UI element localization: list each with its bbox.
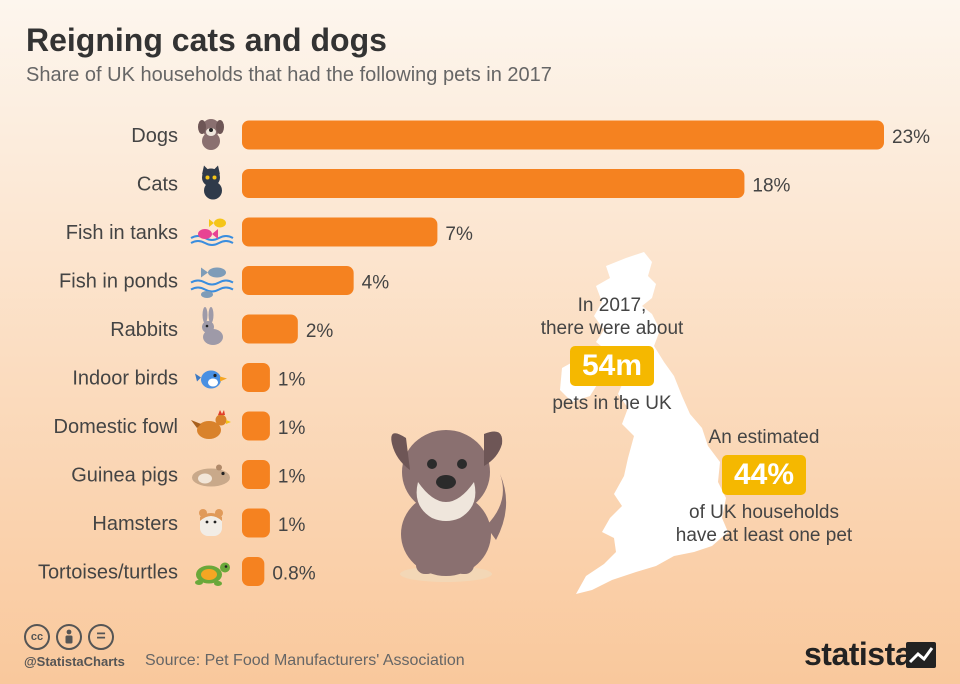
value-label-fish-in-ponds: 4%: [362, 273, 390, 294]
category-label-indoor-birds: Indoor birds: [72, 368, 178, 390]
statista-logo[interactable]: statista: [804, 636, 913, 672]
households-callout-line1: An estimated: [708, 427, 820, 448]
bar-tortoises-turtles: [242, 557, 265, 586]
source-note: Source: Pet Food Manufacturers' Associat…: [145, 652, 465, 669]
bar-rabbits: [242, 314, 298, 344]
value-label-rabbits: 2%: [306, 321, 334, 342]
cat-icon: [202, 165, 222, 200]
households-callout: An estimated 44% of UK households have a…: [664, 426, 864, 547]
hamster-icon: [199, 509, 223, 536]
pets-callout-line3: pets in the UK: [552, 393, 672, 414]
value-label-fish-in-tanks: 7%: [445, 224, 473, 245]
bar-indoor-birds: [242, 363, 270, 392]
tank-fish-icon: [190, 218, 234, 246]
value-label-indoor-birds: 1%: [278, 370, 306, 391]
guinea-pig-icon: [192, 464, 230, 487]
dog-illustration: [391, 430, 507, 582]
bar-guinea-pigs: [242, 460, 270, 489]
rabbit-icon: [202, 307, 223, 345]
category-label-guinea-pigs: Guinea pigs: [71, 465, 178, 487]
value-label-guinea-pigs: 1%: [278, 467, 306, 488]
value-label-hamsters: 1%: [278, 515, 306, 536]
bar-domestic-fowl: [242, 411, 270, 441]
pets-callout: In 2017, there were about 54m pets in th…: [520, 294, 704, 415]
chart-subtitle: Share of UK households that had the foll…: [26, 64, 552, 86]
category-label-tortoises-turtles: Tortoises/turtles: [38, 562, 178, 584]
pets-count-badge: 54m: [569, 346, 655, 386]
creative-commons-icon[interactable]: cc: [24, 624, 50, 650]
twitter-handle[interactable]: @StatistaCharts: [24, 654, 125, 669]
pond-fish-icon: [190, 267, 234, 298]
pets-callout-line2: there were about: [540, 318, 684, 339]
category-label-cats: Cats: [137, 174, 178, 196]
license-icons: cc =: [24, 624, 114, 650]
turtle-icon: [195, 562, 230, 586]
statista-logo-mark-icon: [906, 642, 936, 668]
households-callout-line3: have at least one pet: [675, 525, 853, 546]
pets-callout-line1: In 2017,: [577, 295, 647, 316]
value-label-tortoises-turtles: 0.8%: [272, 564, 315, 585]
chart-title: Reigning cats and dogs: [26, 22, 387, 58]
hen-icon: [191, 410, 231, 439]
value-label-dogs: 23%: [892, 127, 930, 148]
attribution-icon[interactable]: [56, 624, 82, 650]
no-derivatives-icon[interactable]: =: [88, 624, 114, 650]
households-callout-line2: of UK households: [689, 502, 839, 523]
bar-dogs: [242, 120, 884, 150]
value-label-cats: 18%: [752, 176, 790, 197]
dog-icon: [198, 119, 224, 150]
bar-cats: [242, 169, 745, 198]
bird-icon: [195, 370, 227, 389]
category-label-domestic-fowl: Domestic fowl: [54, 416, 178, 438]
category-label-fish-in-ponds: Fish in ponds: [59, 271, 178, 293]
category-label-hamsters: Hamsters: [92, 513, 178, 535]
value-label-domestic-fowl: 1%: [278, 418, 306, 439]
households-share-badge: 44%: [721, 455, 807, 495]
category-label-rabbits: Rabbits: [110, 319, 178, 341]
bar-fish-in-ponds: [242, 266, 354, 295]
bar-fish-in-tanks: [242, 217, 438, 247]
category-label-fish-in-tanks: Fish in tanks: [66, 222, 178, 244]
bar-hamsters: [242, 508, 270, 538]
category-label-dogs: Dogs: [131, 125, 178, 147]
